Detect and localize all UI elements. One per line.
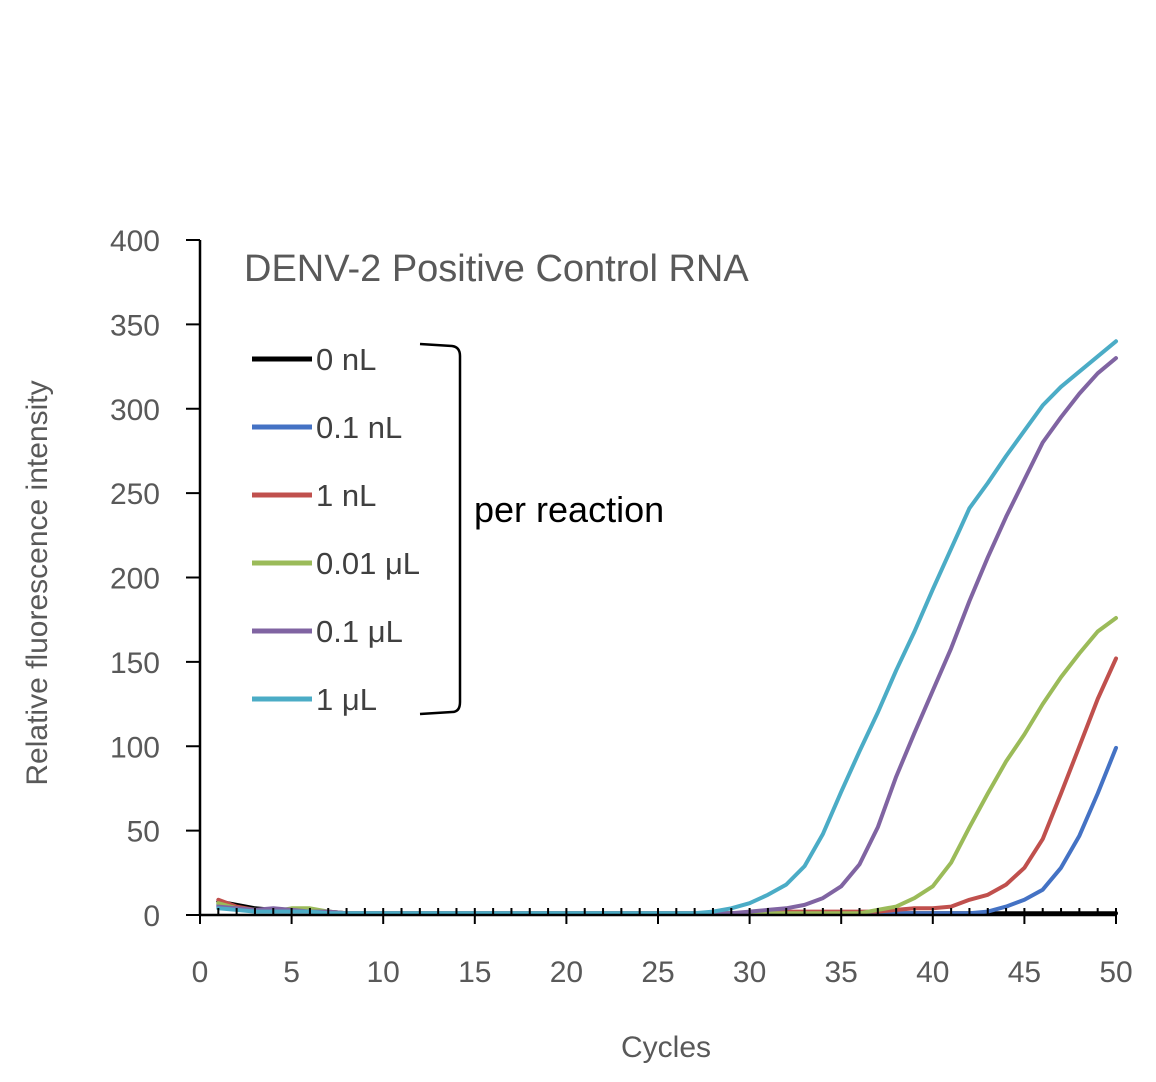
legend-label-0: 0 nL [316, 342, 376, 377]
x-tick-label: 30 [733, 956, 766, 989]
y-tick-label: 150 [110, 647, 160, 680]
y-tick-label: 350 [110, 309, 160, 342]
series-line-5 [216, 339, 1118, 916]
x-tick-label: 25 [641, 956, 674, 989]
series-line-1 [216, 745, 1118, 916]
y-tick-label: 300 [110, 394, 160, 427]
y-tick-label: 100 [110, 731, 160, 764]
x-axis: 0 5 10 15 20 25 30 35 40 45 50 [192, 908, 1133, 989]
x-tick-label: 5 [283, 956, 300, 989]
legend-label-5: 1 μL [316, 682, 377, 717]
plot-lines [216, 339, 1118, 916]
y-tick-label: 0 [143, 900, 160, 933]
legend: 0 nL 0.1 nL 1 nL 0.01 μL 0.1 μL 1 μL [252, 342, 420, 717]
y-tick-label: 200 [110, 563, 160, 596]
x-axis-title: Cycles [621, 1031, 711, 1064]
y-tick-label: 250 [110, 478, 160, 511]
legend-bracket [419, 342, 462, 716]
x-tick-label: 20 [550, 956, 583, 989]
y-axis: 0 50 100 150 200 250 300 350 400 [110, 225, 202, 933]
y-axis-title: Relative fluorescence intensity [21, 380, 54, 785]
x-tick-label: 40 [916, 956, 949, 989]
legend-label-1: 0.1 nL [316, 410, 402, 445]
series-line-3 [216, 616, 1118, 916]
legend-label-3: 0.01 μL [316, 546, 420, 581]
y-tick-label: 400 [110, 225, 160, 258]
x-tick-label: 50 [1099, 956, 1132, 989]
x-tick-label: 10 [367, 956, 400, 989]
legend-label-4: 0.1 μL [316, 614, 403, 649]
x-tick-label: 15 [458, 956, 491, 989]
annotation-per-reaction: per reaction [474, 489, 664, 530]
x-tick-label: 0 [192, 956, 209, 989]
y-tick-label: 50 [127, 816, 160, 849]
chart-title: DENV-2 Positive Control RNA [244, 248, 749, 290]
x-tick-label: 35 [825, 956, 858, 989]
x-tick-label: 45 [1008, 956, 1041, 989]
legend-label-2: 1 nL [316, 478, 376, 513]
